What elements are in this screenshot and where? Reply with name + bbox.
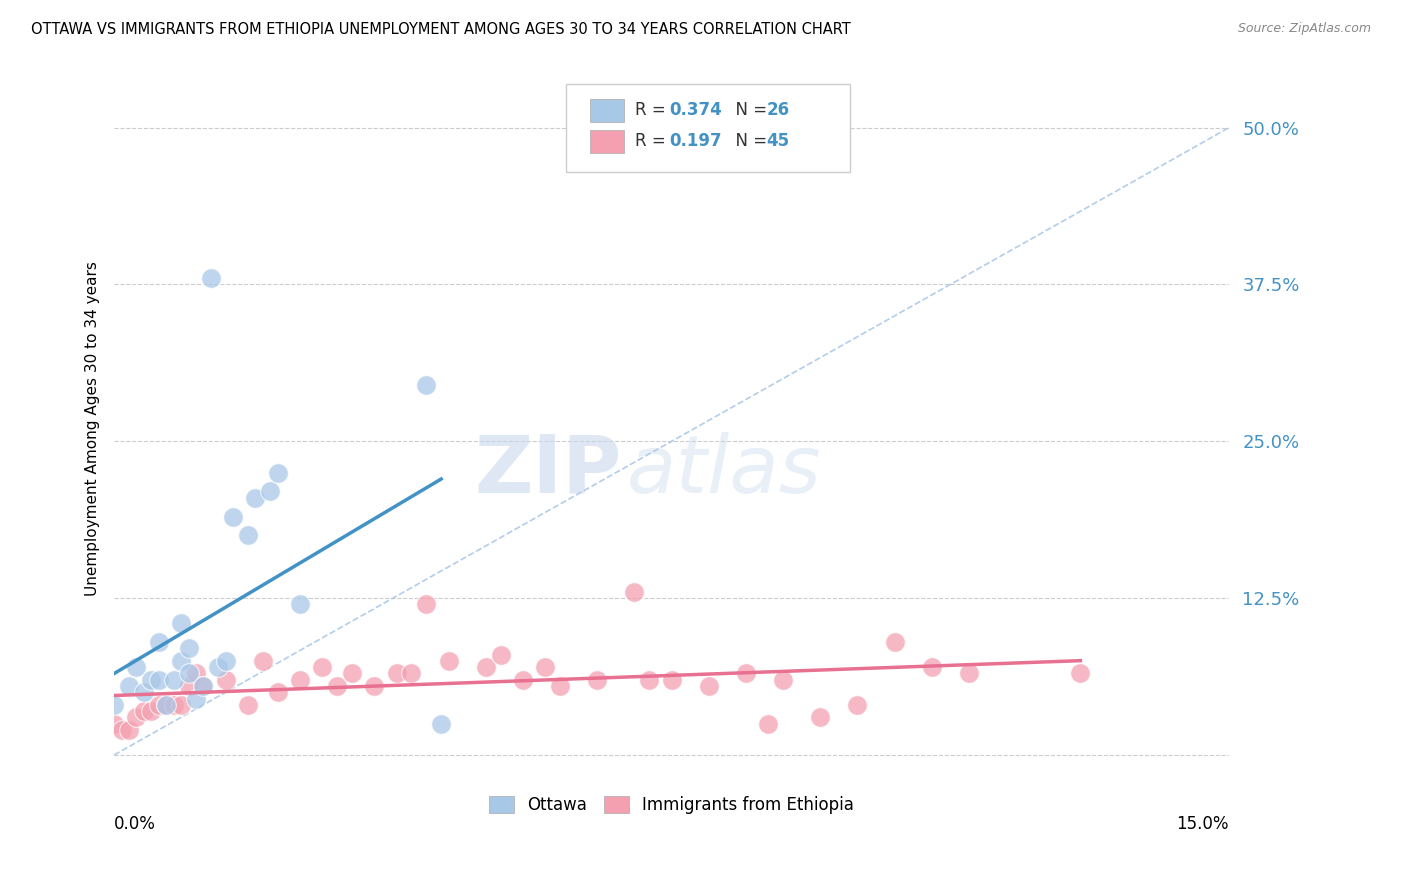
Point bbox=[363, 679, 385, 693]
Point bbox=[222, 509, 245, 524]
Text: 15.0%: 15.0% bbox=[1177, 815, 1229, 833]
Point bbox=[586, 673, 609, 687]
Point bbox=[267, 685, 290, 699]
Point bbox=[118, 679, 141, 693]
Point bbox=[252, 654, 274, 668]
Point bbox=[661, 673, 683, 687]
Point bbox=[415, 598, 437, 612]
Text: N =: N = bbox=[725, 102, 772, 120]
Point bbox=[236, 698, 259, 712]
Text: Source: ZipAtlas.com: Source: ZipAtlas.com bbox=[1237, 22, 1371, 36]
Point bbox=[148, 673, 170, 687]
Point bbox=[475, 660, 498, 674]
Point bbox=[207, 660, 229, 674]
Text: OTTAWA VS IMMIGRANTS FROM ETHIOPIA UNEMPLOYMENT AMONG AGES 30 TO 34 YEARS CORREL: OTTAWA VS IMMIGRANTS FROM ETHIOPIA UNEMP… bbox=[31, 22, 851, 37]
Point bbox=[267, 466, 290, 480]
Text: atlas: atlas bbox=[627, 432, 821, 510]
Point bbox=[200, 271, 222, 285]
Text: ZIP: ZIP bbox=[474, 432, 621, 510]
Point bbox=[259, 484, 281, 499]
Point bbox=[170, 698, 193, 712]
Point bbox=[141, 704, 163, 718]
Point bbox=[288, 673, 311, 687]
Point bbox=[148, 698, 170, 712]
Point bbox=[170, 654, 193, 668]
Point bbox=[132, 685, 155, 699]
Point bbox=[118, 723, 141, 737]
Text: 45: 45 bbox=[766, 132, 790, 151]
Point bbox=[236, 528, 259, 542]
Point bbox=[125, 660, 148, 674]
Point bbox=[288, 598, 311, 612]
Point bbox=[193, 679, 215, 693]
Text: R =: R = bbox=[636, 102, 671, 120]
Point bbox=[177, 641, 200, 656]
Point bbox=[957, 666, 980, 681]
Point bbox=[141, 673, 163, 687]
Point bbox=[415, 377, 437, 392]
Point bbox=[623, 585, 645, 599]
Point bbox=[170, 616, 193, 631]
Point bbox=[245, 491, 267, 505]
Point bbox=[184, 691, 207, 706]
Point bbox=[921, 660, 943, 674]
Point bbox=[437, 654, 460, 668]
Y-axis label: Unemployment Among Ages 30 to 34 years: Unemployment Among Ages 30 to 34 years bbox=[86, 261, 100, 596]
FancyBboxPatch shape bbox=[565, 85, 851, 172]
Point bbox=[808, 710, 831, 724]
Point bbox=[772, 673, 794, 687]
Point bbox=[177, 679, 200, 693]
Point bbox=[534, 660, 557, 674]
Bar bbox=[591, 130, 624, 153]
Point bbox=[193, 679, 215, 693]
Point bbox=[155, 698, 177, 712]
Text: 0.197: 0.197 bbox=[669, 132, 723, 151]
Point bbox=[401, 666, 423, 681]
Text: N =: N = bbox=[725, 132, 772, 151]
Point bbox=[215, 654, 238, 668]
Point bbox=[489, 648, 512, 662]
Point bbox=[756, 716, 779, 731]
Point bbox=[385, 666, 408, 681]
Point bbox=[132, 704, 155, 718]
Text: 0.374: 0.374 bbox=[669, 102, 723, 120]
Point bbox=[697, 679, 720, 693]
Text: R =: R = bbox=[636, 132, 671, 151]
Text: 0.0%: 0.0% bbox=[114, 815, 156, 833]
Point bbox=[163, 673, 186, 687]
Point bbox=[111, 723, 134, 737]
Point bbox=[184, 666, 207, 681]
Point bbox=[846, 698, 869, 712]
Point bbox=[148, 635, 170, 649]
Point bbox=[430, 716, 453, 731]
Point bbox=[215, 673, 238, 687]
Point bbox=[735, 666, 758, 681]
Point bbox=[125, 710, 148, 724]
Point bbox=[512, 673, 534, 687]
Point bbox=[177, 666, 200, 681]
Point bbox=[883, 635, 905, 649]
Text: 26: 26 bbox=[766, 102, 790, 120]
Point bbox=[340, 666, 363, 681]
Legend: Ottawa, Immigrants from Ethiopia: Ottawa, Immigrants from Ethiopia bbox=[482, 789, 860, 821]
Bar bbox=[591, 99, 624, 121]
Point bbox=[638, 673, 661, 687]
Point bbox=[103, 698, 125, 712]
Point bbox=[548, 679, 571, 693]
Point bbox=[326, 679, 349, 693]
Point bbox=[103, 716, 125, 731]
Point bbox=[163, 698, 186, 712]
Point bbox=[311, 660, 333, 674]
Point bbox=[1069, 666, 1091, 681]
Point bbox=[155, 698, 177, 712]
